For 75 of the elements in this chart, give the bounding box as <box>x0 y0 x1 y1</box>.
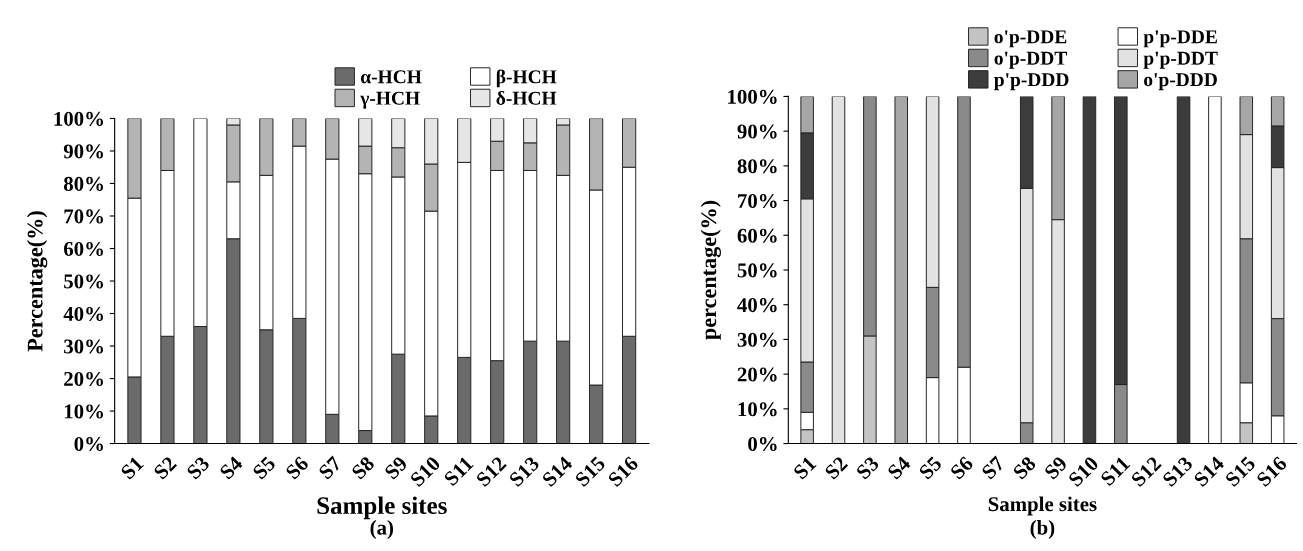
y-tick-label: 90% <box>737 124 777 139</box>
x-tick-label: S16 <box>1255 455 1288 488</box>
legend-label: o'p-DDT <box>994 51 1067 69</box>
y-tick-label: 0% <box>748 436 777 452</box>
x-tick-label: S4 <box>219 455 244 480</box>
x-axis-title: Sample sites <box>317 496 447 520</box>
y-tick-label: 40% <box>737 298 777 313</box>
x-tick-label: S7 <box>981 455 1006 480</box>
y-tick-label: 50% <box>64 274 103 289</box>
x-tick-label: S15 <box>574 455 606 488</box>
bar <box>894 96 909 444</box>
x-tick-label: S3 <box>855 455 880 480</box>
x-tick-label: S16 <box>607 455 640 488</box>
y-tick-label: 80% <box>737 159 777 174</box>
x-tick-label: S2 <box>153 455 178 480</box>
y-tick-label: 90% <box>63 144 103 159</box>
x-tick-label: S12 <box>1130 455 1162 488</box>
y-tick-label: 100% <box>728 89 777 104</box>
text: (b) <box>1030 520 1055 539</box>
y-axis-title: percentage(%) <box>700 200 721 340</box>
x-tick-label: S10 <box>1067 455 1100 488</box>
y-tick-label: 70% <box>738 193 777 209</box>
x-tick-label: S11 <box>1099 455 1131 487</box>
x-tick-label: S1 <box>792 455 817 480</box>
y-axis-title: Percentage(%) <box>26 211 48 352</box>
x-tick-label: S8 <box>350 455 376 480</box>
y-tick-label: 30% <box>64 339 103 354</box>
x-tick-label: S13 <box>508 455 541 488</box>
legend-label: o'p-DDD <box>1144 73 1217 91</box>
x-tick-label: S4 <box>886 455 912 480</box>
y-tick-label: 30% <box>737 332 777 347</box>
x-tick-label: S7 <box>318 455 343 480</box>
y-tick-label: 10% <box>738 402 777 417</box>
x-tick-label: S9 <box>1043 455 1068 480</box>
x-tick-label: S10 <box>409 455 442 488</box>
y-tick-label: 80% <box>63 176 103 191</box>
y-tick-label: 60% <box>63 241 103 256</box>
text: (a) <box>370 520 394 539</box>
legend-label: p'p-DDT <box>1143 51 1218 69</box>
legend-label: α-HCH <box>360 70 422 84</box>
y-tick-label: 20% <box>737 367 777 382</box>
legend-label: γ-HCH <box>360 91 420 109</box>
y-tick-label: 40% <box>63 306 103 322</box>
x-tick-label: S14 <box>541 455 574 488</box>
legend-label: β-HCH <box>496 69 557 88</box>
y-tick-label: 50% <box>737 263 777 278</box>
x-tick-label: S14 <box>1193 455 1226 488</box>
x-tick-label: S1 <box>120 455 145 480</box>
y-tick-label: 100% <box>54 111 103 126</box>
y-tick-label: 70% <box>64 209 103 224</box>
x-tick-label: S8 <box>1012 455 1037 480</box>
x-tick-label: S13 <box>1161 455 1194 488</box>
x-tick-label: S11 <box>443 455 474 487</box>
x-axis-title: Sample sites <box>988 496 1097 516</box>
y-tick-label: 10% <box>64 404 103 419</box>
bar <box>1208 96 1222 444</box>
x-tick-label: S15 <box>1224 455 1257 488</box>
legend-label: δ-HCH <box>496 91 557 105</box>
y-tick-label: 60% <box>737 228 777 243</box>
bar <box>1176 96 1191 444</box>
bar <box>1082 96 1097 444</box>
bar <box>831 96 846 444</box>
y-tick-label: 20% <box>64 371 103 387</box>
y-tick-label: 0% <box>74 436 103 452</box>
x-tick-label: S6 <box>949 455 974 480</box>
x-tick-label: S2 <box>824 455 849 480</box>
x-tick-label: S3 <box>186 455 211 480</box>
x-tick-label: S9 <box>383 455 409 480</box>
legend-label: o'p-DDE <box>994 30 1067 48</box>
x-tick-label: S5 <box>918 455 943 480</box>
x-tick-label: S12 <box>475 455 507 488</box>
x-tick-label: S6 <box>285 455 310 480</box>
x-tick-label: S5 <box>252 455 277 480</box>
legend-label: p'p-DDD <box>994 73 1069 91</box>
legend-label: p'p-DDE <box>1143 30 1217 48</box>
